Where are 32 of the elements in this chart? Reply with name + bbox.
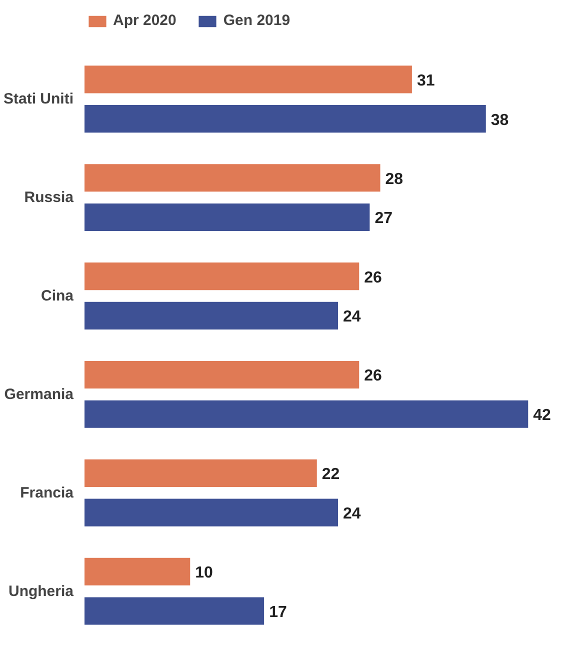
- y-tick-label: Germania: [4, 386, 74, 403]
- data-label: 26: [364, 368, 382, 385]
- data-label: 10: [195, 564, 214, 582]
- data-label: 26: [364, 269, 382, 286]
- y-tick-label: Cina: [40, 287, 74, 304]
- bar: [84, 360, 360, 388]
- bar: [84, 498, 338, 526]
- bar: [84, 105, 486, 133]
- data-label: 27: [374, 210, 393, 228]
- data-label: 24: [343, 506, 361, 523]
- bar: [84, 459, 317, 487]
- bar: [84, 400, 528, 428]
- y-tick-label: Stati Uniti: [4, 90, 74, 108]
- bar: [84, 597, 264, 625]
- legend-label: Gen 2019: [223, 12, 290, 29]
- bar: [84, 164, 380, 192]
- y-tick-label: Russia: [24, 189, 74, 206]
- data-label: 22: [322, 466, 340, 484]
- bar: [84, 558, 190, 586]
- data-label: 17: [269, 604, 287, 621]
- y-tick-label: Ungheria: [8, 582, 74, 600]
- bar: [84, 66, 412, 94]
- data-label: 28: [385, 170, 404, 188]
- legend-label: Apr 2020: [113, 12, 176, 29]
- y-tick-label: Francia: [20, 484, 74, 502]
- data-label: 38: [490, 112, 509, 129]
- data-label: 24: [343, 308, 361, 326]
- data-label: 31: [416, 72, 435, 90]
- bar: [84, 262, 360, 290]
- bar: [84, 203, 370, 231]
- data-label: 42: [533, 407, 552, 424]
- bar: [84, 302, 338, 330]
